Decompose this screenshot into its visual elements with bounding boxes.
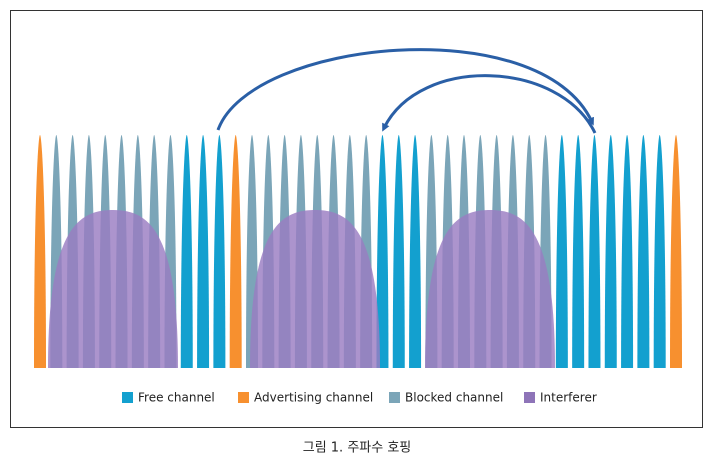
legend-label: Advertising channel <box>254 391 373 405</box>
channel <box>197 135 210 368</box>
interferer <box>48 210 178 368</box>
channel <box>604 135 617 368</box>
channel <box>392 135 405 368</box>
interferer <box>425 210 555 368</box>
legend-swatch <box>238 392 249 403</box>
channel <box>653 135 666 368</box>
channel <box>572 135 585 368</box>
channel <box>670 135 682 368</box>
channel <box>376 135 389 368</box>
hop-arrow <box>216 48 594 131</box>
channel <box>588 135 601 368</box>
legend-swatch <box>122 392 133 403</box>
interferers <box>48 210 555 368</box>
interferer <box>250 210 380 368</box>
channel <box>180 135 193 368</box>
legend-swatch <box>389 392 400 403</box>
legend-label: Blocked channel <box>405 391 503 405</box>
legend-label: Interferer <box>540 391 597 405</box>
legend: Free channel Advertising channel Blocked… <box>122 391 597 405</box>
channel <box>637 135 650 368</box>
channel <box>213 135 226 368</box>
hop-arrow <box>382 74 597 134</box>
legend-label: Free channel <box>138 391 215 405</box>
legend-swatch <box>524 392 535 403</box>
caption: 그림 1. 주파수 호핑 <box>303 441 412 456</box>
channel <box>229 135 242 368</box>
channel <box>409 135 422 368</box>
channel <box>621 135 634 368</box>
channel <box>555 135 568 368</box>
channel <box>34 135 46 368</box>
